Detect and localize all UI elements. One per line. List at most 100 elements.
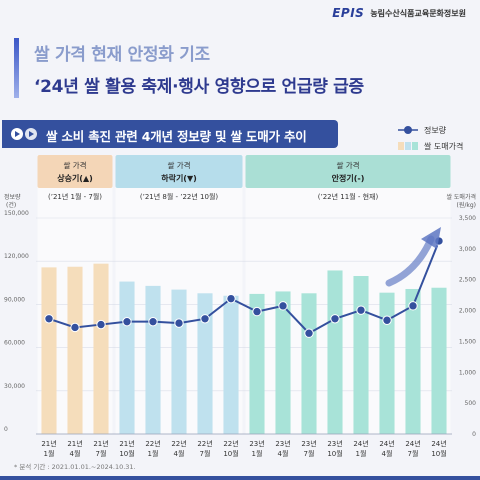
bar-21년 1월 — [41, 267, 57, 434]
period-subtitle-stable: 안정기(-) — [332, 173, 365, 183]
y-right-tick-label: 0 — [472, 431, 476, 438]
period-subtitle-falling: 하락기(▼) — [161, 173, 197, 183]
line-point-21년 7월 — [96, 319, 106, 330]
surge-arrow-head — [421, 227, 441, 250]
line-point-24년 4월 — [382, 315, 392, 325]
legend-bar-marker — [398, 142, 418, 150]
legend-item-bar: 쌀 도매가격 — [398, 138, 463, 154]
bar-21년 4월 — [67, 266, 83, 434]
x-tick-label-month: 4월 — [174, 449, 185, 458]
bar-23년 4월 — [275, 291, 291, 434]
bar-24년 1월 — [353, 276, 369, 434]
x-tick-label-year: 23년 — [327, 439, 342, 448]
x-tick-label-year: 21년 — [119, 439, 134, 448]
bar-23년 10월 — [327, 270, 343, 434]
period-range-stable: (’22년 11월 - 현재) — [318, 192, 379, 201]
line-point-21년 4월 — [70, 322, 80, 333]
x-tick-label-year: 24년 — [405, 439, 420, 448]
y-left-tick-label: 0 — [4, 426, 8, 433]
y-left-tick-label: 90,000 — [4, 296, 25, 303]
line-point-23년 7월 — [304, 328, 314, 338]
x-tick-label-year: 23년 — [301, 439, 316, 448]
legend-bar-label: 쌀 도매가격 — [424, 141, 464, 151]
line-point-22년 1월 — [148, 316, 158, 327]
line-point-21년 10월 — [122, 316, 132, 327]
brand-logo: EPIS — [332, 6, 365, 20]
bar-23년 1월 — [249, 293, 265, 434]
y-right-axis-label: 쌀 도매가격 — [446, 193, 476, 201]
brand-name: 농림수산식품교육문화정보원 — [370, 8, 466, 18]
bar-22년 4월 — [171, 289, 187, 434]
series-line-정보량 — [48, 240, 440, 335]
x-tick-label-month: 7월 — [304, 449, 315, 458]
period-header-falling — [115, 155, 243, 188]
line-point-22년 7월 — [200, 314, 210, 324]
x-tick-label-month: 4월 — [70, 449, 81, 458]
bar-24년 10월 — [431, 287, 447, 434]
x-tick-label-year: 22년 — [223, 439, 238, 448]
play-arrows-icon — [11, 128, 37, 140]
line-point-21년 1월 — [44, 314, 54, 324]
x-tick-label-month: 4월 — [382, 449, 393, 458]
line-point-23년 1월 — [252, 306, 262, 317]
chart-legend: 정보량 쌀 도매가격 — [398, 122, 463, 154]
line-point-23년 10월 — [330, 314, 340, 324]
title-accent-bar — [14, 38, 19, 98]
x-tick-label-month: 1월 — [148, 449, 159, 458]
y-left-axis-unit: (건) — [6, 201, 16, 209]
y-right-tick-label: 1,000 — [459, 369, 476, 376]
x-tick-label-year: 24년 — [353, 439, 368, 448]
y-right-tick-label: 3,500 — [459, 215, 476, 222]
x-tick-label-month: 1월 — [356, 449, 367, 458]
surge-arrow — [385, 235, 435, 287]
x-tick-label-year: 23년 — [275, 439, 290, 448]
y-right-axis-unit: (원/kg) — [456, 201, 476, 209]
x-tick-label-year: 21년 — [41, 439, 56, 448]
bar-21년 10월 — [119, 281, 135, 434]
period-title-stable: 쌀 가격 — [336, 160, 359, 170]
bar-24년 4월 — [379, 292, 395, 434]
x-tick-label-year: 21년 — [67, 439, 82, 448]
period-header-rising — [37, 155, 113, 188]
x-tick-label-month: 7월 — [408, 449, 419, 458]
brand: EPIS 농림수산식품교육문화정보원 — [332, 6, 466, 20]
y-right-tick-label: 2,500 — [459, 277, 476, 284]
x-tick-label-month: 10월 — [119, 449, 134, 458]
x-tick-label-year: 21년 — [93, 439, 108, 448]
period-title-rising: 쌀 가격 — [63, 160, 86, 170]
legend-line-marker — [398, 126, 418, 134]
x-tick-label-month: 1월 — [252, 449, 263, 458]
y-left-tick-label: 30,000 — [4, 383, 25, 390]
y-left-tick-label: 150,000 — [4, 210, 29, 217]
y-right-tick-label: 3,000 — [459, 246, 476, 253]
bottom-accent-line — [0, 476, 480, 480]
footnote: * 분석 기간 : 2021.01.01.~2024.10.31. — [14, 463, 136, 471]
period-header-stable — [245, 155, 451, 188]
x-tick-label-year: 24년 — [431, 439, 446, 448]
x-tick-label-year: 22년 — [197, 439, 212, 448]
chart-heading: 쌀 소비 촉진 관련 4개년 정보량 및 쌀 도매가 추이 — [46, 129, 307, 144]
line-point-22년 10월 — [226, 293, 236, 304]
x-tick-label-month: 7월 — [96, 449, 107, 458]
line-point-24년 1월 — [356, 305, 366, 315]
line-point-22년 4월 — [174, 318, 184, 328]
page-title: 쌀 가격 현재 안정화 기조 — [34, 45, 210, 65]
bar-22년 1월 — [145, 285, 161, 434]
period-range-rising: (’21년 1월 - 7월) — [48, 192, 102, 201]
y-right-tick-label: 1,500 — [459, 338, 476, 345]
page-subtitle: ‘24년 쌀 활용 축제·행사 영향으로 언급량 급증 — [34, 77, 364, 97]
bar-22년 10월 — [223, 295, 239, 434]
line-point-23년 4월 — [278, 301, 288, 311]
y-left-tick-label: 120,000 — [4, 253, 29, 260]
bar-24년 7월 — [405, 288, 421, 434]
x-tick-label-month: 10월 — [431, 449, 446, 458]
y-left-axis-label: 정보량 — [4, 194, 21, 201]
y-right-tick-label: 2,000 — [459, 308, 476, 315]
x-tick-label-month: 7월 — [200, 449, 211, 458]
x-tick-label-year: 22년 — [171, 439, 186, 448]
period-title-falling: 쌀 가격 — [167, 160, 190, 170]
period-subtitle-rising: 상승기(▲) — [57, 173, 93, 183]
x-tick-label-year: 24년 — [379, 439, 394, 448]
bar-23년 7월 — [301, 293, 317, 434]
